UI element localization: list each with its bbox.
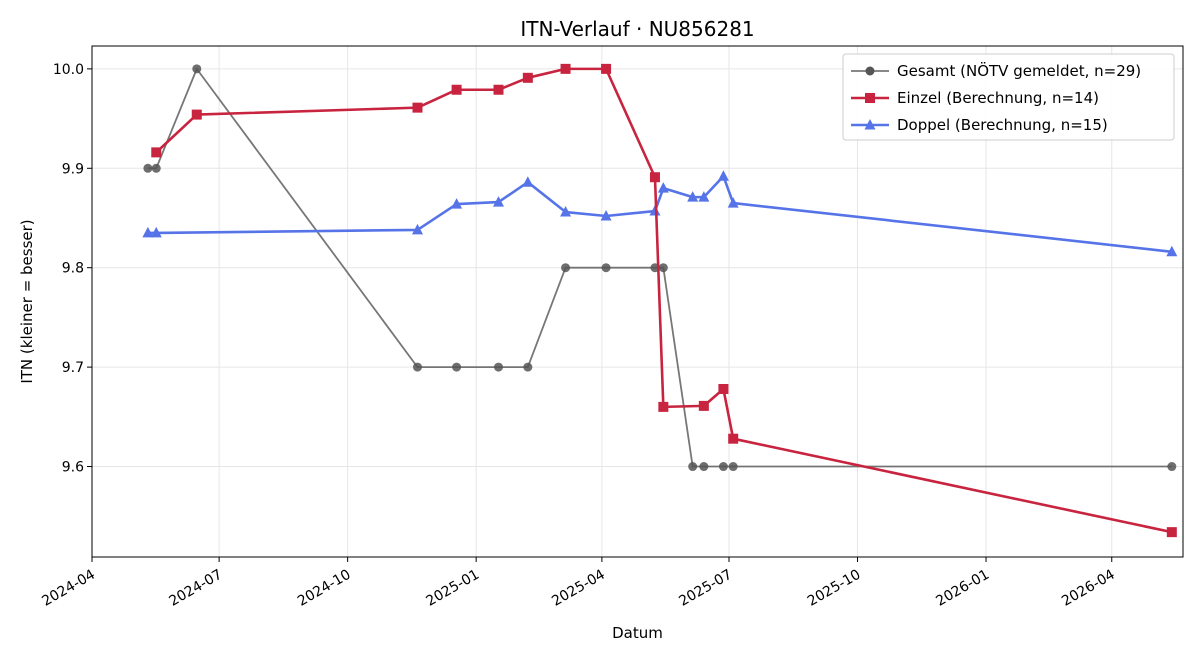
data-point-gesamt xyxy=(452,362,462,372)
data-point-gesamt xyxy=(1167,462,1177,472)
series-line-gesamt xyxy=(147,67,1172,468)
data-point-einzel xyxy=(718,383,729,394)
series-einzel xyxy=(151,63,1177,538)
chart-title: ITN-Verlauf · NU856281 xyxy=(520,17,754,41)
series-doppel xyxy=(142,170,1178,257)
data-point-einzel xyxy=(191,109,202,120)
data-point-einzel xyxy=(522,72,533,83)
y-tick-label: 9.7 xyxy=(62,360,84,376)
series-gesamt xyxy=(143,64,1177,472)
data-point-doppel xyxy=(560,206,572,217)
data-point-gesamt xyxy=(699,462,709,472)
data-point-doppel xyxy=(451,198,463,209)
legend: Gesamt (NÖTV gemeldet, n=29) Einzel (Bere… xyxy=(842,53,1175,141)
data-point-doppel xyxy=(600,210,612,221)
data-point-gesamt xyxy=(601,263,611,273)
data-point-einzel xyxy=(601,63,612,74)
data-point-einzel xyxy=(698,400,709,411)
data-point-doppel xyxy=(1166,245,1178,257)
legend-marker-doppel xyxy=(864,119,876,130)
x-axis-label: Datum xyxy=(612,624,663,642)
data-point-einzel xyxy=(451,84,462,95)
data-point-gesamt xyxy=(151,163,161,173)
data-point-gesamt xyxy=(718,462,728,472)
data-point-einzel xyxy=(412,102,423,113)
y-tick-label: 10.0 xyxy=(53,62,84,78)
data-point-gesamt xyxy=(523,362,533,372)
plot-area-frame xyxy=(91,45,1184,558)
legend-marker-gesamt xyxy=(865,66,875,76)
legend-label-einzel: Einzel (Berechnung, n=14) xyxy=(897,89,1099,107)
y-tick-label: 9.8 xyxy=(62,261,84,277)
data-point-doppel xyxy=(142,226,154,238)
data-point-gesamt xyxy=(658,263,668,273)
y-tick-label: 9.6 xyxy=(62,460,84,476)
series-layer xyxy=(142,63,1178,538)
data-point-einzel xyxy=(728,433,739,444)
legend-label-doppel: Doppel (Berechnung, n=15) xyxy=(897,116,1108,134)
data-point-gesamt xyxy=(494,362,504,372)
data-point-einzel xyxy=(658,401,669,412)
data-point-gesamt xyxy=(192,64,202,74)
legend-label-gesamt: Gesamt (NÖTV gemeldet, n=29) xyxy=(897,61,1141,80)
y-axis-label: ITN (kleiner = besser) xyxy=(18,219,36,383)
y-tick-label: 9.9 xyxy=(62,161,84,177)
data-point-doppel xyxy=(411,223,423,235)
data-point-gesamt xyxy=(688,462,698,472)
data-point-doppel xyxy=(687,191,699,202)
data-point-gesamt xyxy=(561,263,571,273)
data-point-doppel xyxy=(493,196,505,207)
data-point-doppel xyxy=(698,191,710,202)
data-point-doppel xyxy=(522,176,534,187)
data-point-doppel xyxy=(657,182,669,193)
data-point-doppel xyxy=(727,197,739,208)
legend-box xyxy=(842,53,1175,141)
data-point-einzel xyxy=(649,172,660,183)
data-point-einzel xyxy=(493,84,504,95)
data-point-gesamt xyxy=(728,462,738,472)
y-axis: 9.6 9.7 9.8 9.9 10.0 xyxy=(53,62,92,476)
data-point-gesamt xyxy=(143,163,153,173)
data-point-doppel xyxy=(150,226,162,238)
data-point-einzel xyxy=(560,63,571,74)
legend-marker-einzel xyxy=(865,93,875,103)
data-point-gesamt xyxy=(412,362,422,372)
data-point-doppel xyxy=(717,170,729,181)
data-point-einzel xyxy=(1166,527,1177,538)
data-point-einzel xyxy=(151,147,162,158)
